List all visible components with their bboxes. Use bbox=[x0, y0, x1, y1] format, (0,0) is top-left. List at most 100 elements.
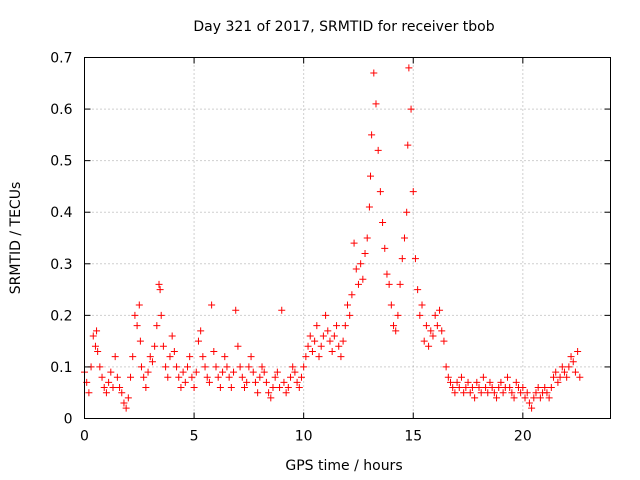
data-point bbox=[525, 399, 533, 407]
data-point bbox=[181, 378, 189, 386]
data-point bbox=[541, 384, 549, 392]
data-point bbox=[449, 384, 457, 392]
data-point bbox=[508, 389, 516, 397]
data-point bbox=[155, 280, 163, 288]
data-point bbox=[113, 373, 121, 381]
data-point bbox=[276, 384, 284, 392]
data-point bbox=[107, 368, 115, 376]
data-point bbox=[168, 332, 176, 340]
data-point bbox=[484, 389, 492, 397]
data-point bbox=[565, 363, 573, 371]
data-point bbox=[482, 384, 490, 392]
data-point bbox=[144, 368, 152, 376]
data-point bbox=[324, 327, 332, 335]
data-point bbox=[177, 384, 185, 392]
data-point bbox=[404, 141, 412, 149]
data-point bbox=[93, 327, 101, 335]
data-point bbox=[238, 373, 246, 381]
data-point bbox=[179, 368, 187, 376]
data-point bbox=[133, 322, 141, 330]
data-point bbox=[534, 384, 542, 392]
data-point bbox=[297, 373, 305, 381]
x-tick-label: 10 bbox=[295, 429, 313, 445]
data-point bbox=[486, 378, 494, 386]
data-point bbox=[510, 394, 518, 402]
data-point bbox=[440, 337, 448, 345]
data-point bbox=[258, 363, 266, 371]
data-point bbox=[232, 306, 240, 314]
data-point bbox=[453, 378, 461, 386]
data-point bbox=[350, 239, 358, 247]
data-point bbox=[151, 342, 159, 350]
data-point bbox=[194, 337, 202, 345]
data-point bbox=[468, 384, 476, 392]
data-point bbox=[197, 327, 205, 335]
data-point bbox=[91, 342, 99, 350]
data-point bbox=[262, 378, 270, 386]
data-point bbox=[387, 301, 395, 309]
data-point bbox=[295, 384, 303, 392]
data-point bbox=[545, 394, 553, 402]
data-point bbox=[354, 280, 362, 288]
data-point bbox=[175, 373, 183, 381]
data-point bbox=[488, 384, 496, 392]
data-point bbox=[170, 347, 178, 355]
y-tick-label: 0.1 bbox=[50, 360, 72, 376]
data-point bbox=[313, 322, 321, 330]
data-point bbox=[418, 301, 426, 309]
data-point bbox=[287, 373, 295, 381]
plot-frame bbox=[84, 57, 611, 419]
data-point bbox=[328, 347, 336, 355]
data-point bbox=[438, 327, 446, 335]
data-point bbox=[359, 275, 367, 283]
data-point bbox=[574, 347, 582, 355]
data-point bbox=[166, 353, 174, 361]
data-point bbox=[403, 208, 411, 216]
data-point bbox=[243, 378, 251, 386]
data-point bbox=[466, 389, 474, 397]
data-point bbox=[208, 301, 216, 309]
data-point bbox=[156, 286, 164, 294]
data-point bbox=[381, 244, 389, 252]
data-point bbox=[444, 373, 452, 381]
data-point bbox=[127, 373, 135, 381]
data-point bbox=[532, 389, 540, 397]
y-tick-label: 0.2 bbox=[50, 308, 72, 324]
data-point bbox=[473, 378, 481, 386]
data-point bbox=[221, 353, 229, 361]
data-point bbox=[431, 311, 439, 319]
data-point bbox=[427, 327, 435, 335]
data-point bbox=[571, 368, 579, 376]
data-point bbox=[330, 332, 338, 340]
data-point bbox=[146, 353, 154, 361]
data-point bbox=[339, 337, 347, 345]
data-point bbox=[322, 311, 330, 319]
data-point bbox=[267, 394, 275, 402]
data-point bbox=[256, 373, 264, 381]
data-point bbox=[348, 291, 356, 299]
data-point bbox=[477, 389, 485, 397]
data-point bbox=[319, 332, 327, 340]
data-point bbox=[251, 378, 259, 386]
data-point bbox=[433, 322, 441, 330]
data-point bbox=[122, 404, 130, 412]
y-tick-label: 0 bbox=[64, 412, 73, 428]
data-point bbox=[136, 337, 144, 345]
data-point bbox=[159, 342, 167, 350]
data-point bbox=[436, 306, 444, 314]
data-point bbox=[129, 353, 137, 361]
y-tick-label: 0.3 bbox=[50, 257, 72, 273]
data-point bbox=[247, 353, 255, 361]
data-point bbox=[249, 368, 257, 376]
data-point bbox=[530, 394, 538, 402]
data-point bbox=[471, 394, 479, 402]
data-point bbox=[521, 394, 529, 402]
data-point bbox=[293, 378, 301, 386]
data-point bbox=[311, 337, 319, 345]
data-point bbox=[499, 389, 507, 397]
data-point bbox=[550, 373, 558, 381]
data-point bbox=[137, 363, 145, 371]
data-point bbox=[333, 322, 341, 330]
data-point bbox=[344, 301, 351, 309]
y-tick-label: 0.7 bbox=[50, 51, 72, 67]
